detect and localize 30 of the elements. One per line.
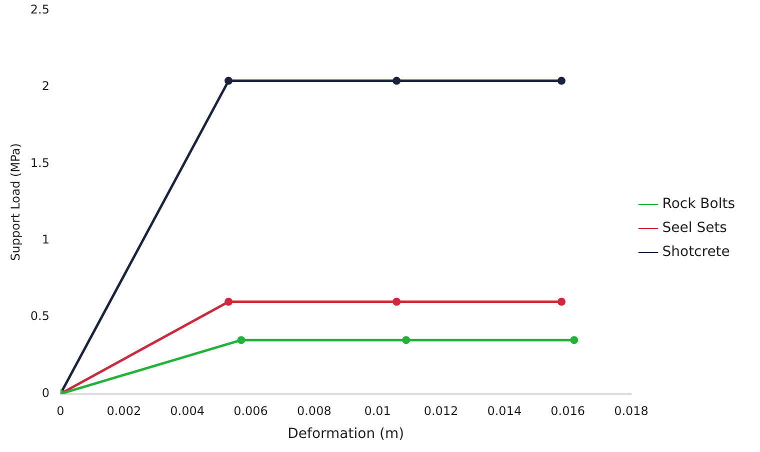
point xyxy=(392,298,401,306)
point xyxy=(402,336,410,344)
point xyxy=(557,298,566,306)
x-tick-label: 0.01 xyxy=(364,404,391,418)
point xyxy=(224,76,233,85)
y-axis-title: Support Load (MPa) xyxy=(8,143,22,261)
x-tick-label: 0.008 xyxy=(296,404,332,418)
point xyxy=(392,76,401,85)
y-tick-label: 1.5 xyxy=(30,156,50,170)
y-tick-label: 1 xyxy=(42,232,50,246)
x-tick-label: 0.002 xyxy=(106,404,142,418)
y-tick-label: 2.5 xyxy=(30,2,50,16)
point xyxy=(237,336,246,344)
point xyxy=(224,298,233,306)
x-tick-label: 0.018 xyxy=(614,404,648,418)
x-tick-label: 0.012 xyxy=(424,404,458,418)
x-tick-label: 0.004 xyxy=(170,404,204,418)
x-tick-label: 0.006 xyxy=(234,404,268,418)
y-tick-label: 0.5 xyxy=(30,309,50,324)
point xyxy=(557,76,566,85)
x-tick-label: 0 xyxy=(56,404,64,418)
x-tick-label: 0.016 xyxy=(550,404,585,418)
y-tick-label: 0 xyxy=(42,386,50,400)
x-axis-title: Deformation (m) xyxy=(288,426,404,442)
x-tick-label: 0.014 xyxy=(487,404,522,418)
legend-label: Rock Bolts xyxy=(662,196,736,212)
legend-label: Shotcrete xyxy=(662,244,730,260)
y-tick-label: 2 xyxy=(42,79,50,94)
legend-label: Seel Sets xyxy=(662,220,727,236)
point xyxy=(570,336,578,344)
